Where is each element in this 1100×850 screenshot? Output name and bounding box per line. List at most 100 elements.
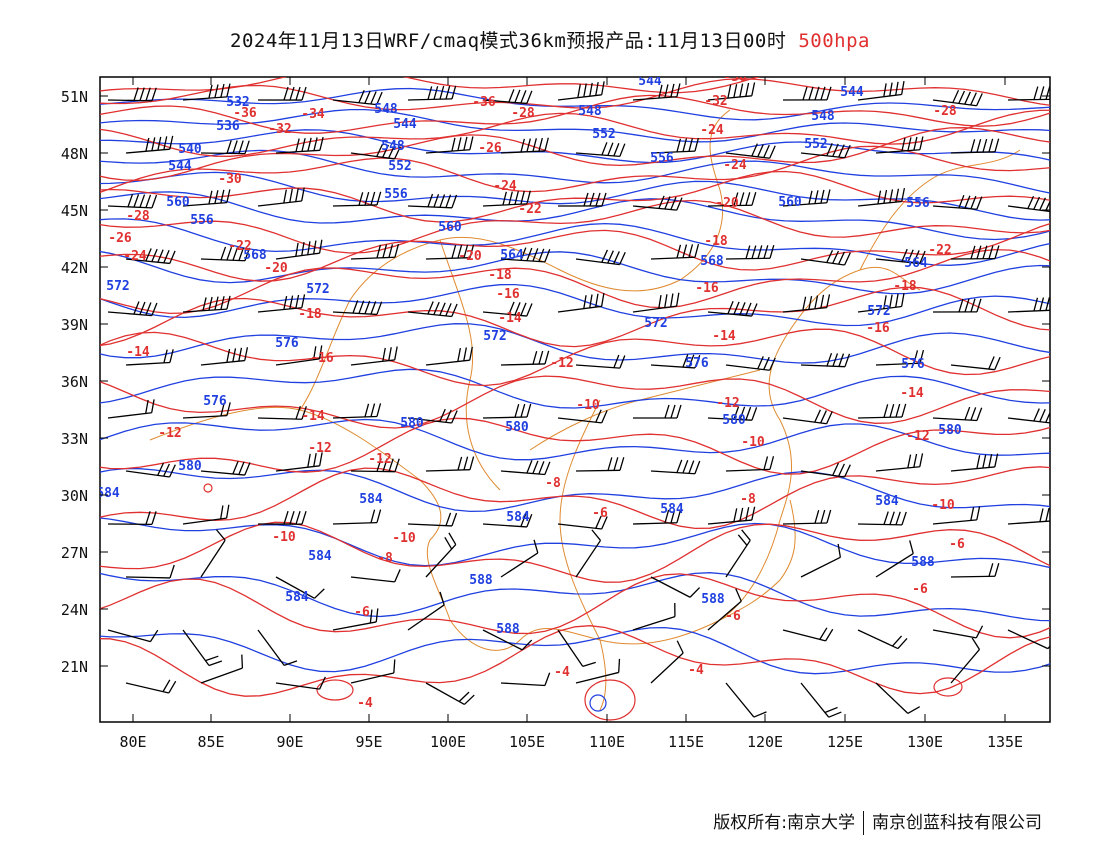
wind-barb [950, 356, 1001, 371]
wind-barb [650, 459, 701, 475]
temperature-label: -20 [458, 249, 482, 264]
height-label: 584 [875, 494, 899, 509]
wind-barb [500, 460, 551, 476]
height-contour [100, 283, 1050, 327]
lat-label: 27N [61, 544, 88, 562]
lon-label: 90E [276, 733, 303, 751]
temperature-label: -6 [725, 609, 741, 624]
wind-barb [575, 457, 625, 472]
wind-barb [125, 349, 174, 366]
wind-barb [632, 292, 680, 313]
closed-contour [203, 483, 213, 493]
wind-barb [950, 453, 999, 472]
closed-contour [584, 679, 636, 721]
temperature-contour [100, 625, 1050, 697]
temperature-label: -4 [357, 696, 373, 711]
wind-barb [107, 193, 158, 209]
wind-barb [182, 83, 231, 101]
height-label: 544 [393, 117, 417, 132]
temperature-label: -12 [550, 356, 573, 371]
temperature-label: -24 [493, 179, 517, 194]
temperature-label: -20 [715, 196, 739, 211]
wind-barb [350, 569, 401, 583]
height-label: 584 [308, 549, 332, 564]
temperature-label: -10 [741, 435, 765, 450]
height-label: 584 [359, 492, 383, 507]
wind-barb [782, 86, 832, 101]
temperature-label: -18 [488, 268, 512, 283]
wind-barb [407, 193, 458, 209]
wind-barb [200, 246, 251, 262]
wind-barb [557, 515, 608, 530]
temperature-contour [100, 375, 1050, 429]
wind-barb [725, 245, 775, 260]
copyright-owner: 版权所有:南京大学 [713, 813, 855, 833]
wind-barb [407, 301, 458, 318]
temperature-label: -28 [126, 209, 150, 224]
temperature-label: -26 [478, 141, 502, 156]
wind-barb [275, 452, 323, 472]
height-label: 580 [400, 416, 424, 431]
wind-barb [932, 89, 983, 107]
wind-barb [107, 87, 157, 102]
wind-barbs [107, 80, 1050, 718]
lat-label: 51N [61, 88, 88, 106]
temperature-label: -12 [368, 452, 391, 467]
wind-barb [725, 456, 775, 472]
height-label: 572 [483, 329, 506, 344]
wind-barb [857, 188, 906, 207]
height-label: 572 [867, 304, 890, 319]
wind-barb [332, 509, 382, 525]
wind-barb [632, 509, 682, 525]
wind-barb [575, 354, 626, 369]
temperature-label: -4 [554, 665, 570, 680]
temperature-contour [100, 145, 1050, 193]
wind-barb [407, 85, 457, 101]
wind-barb [482, 629, 533, 651]
temperature-label: -28 [933, 104, 957, 119]
axis-ticks [100, 77, 1050, 722]
height-label: 588 [911, 555, 935, 570]
height-label: 580 [178, 459, 202, 474]
height-label: 544 [638, 74, 662, 89]
wind-barb [932, 625, 984, 639]
wind-barb [950, 245, 1000, 260]
lat-label: 48N [61, 145, 88, 163]
height-label: 552 [388, 159, 411, 174]
temperature-contour [100, 417, 1050, 475]
temperature-label: -14 [498, 311, 522, 326]
wind-barb [332, 300, 383, 316]
height-label: 544 [840, 85, 864, 100]
height-label: 572 [644, 316, 667, 331]
wind-barb [650, 576, 701, 598]
wind-barb [557, 409, 608, 424]
temperature-label: -16 [496, 287, 520, 302]
lon-label: 105E [509, 733, 545, 751]
wind-barb [275, 239, 323, 260]
wind-barb [350, 143, 401, 160]
wind-barb [557, 629, 596, 667]
wind-barb [407, 591, 445, 631]
height-label: 532 [226, 95, 249, 110]
lon-label: 120E [747, 733, 783, 751]
temperature-label: -8 [545, 476, 561, 491]
wind-barb [800, 462, 851, 478]
height-contour [100, 626, 1050, 675]
wind-barb [425, 682, 475, 706]
lat-label: 21N [61, 658, 88, 676]
title-level: 500hpa [798, 30, 870, 52]
wind-barb [482, 513, 533, 528]
wind-barb [800, 352, 851, 368]
lon-label: 115E [668, 733, 704, 751]
wind-barb [782, 189, 831, 207]
wind-barb [1007, 86, 1050, 101]
temperature-contour [100, 199, 1050, 254]
wind-barb [332, 608, 379, 631]
wind-barb [557, 192, 607, 207]
wind-barb [407, 512, 458, 527]
temperature-label: -14 [712, 329, 736, 344]
wind-barb [500, 350, 550, 366]
wind-barb [782, 509, 832, 525]
wind-barb [182, 295, 231, 313]
wind-barb [857, 80, 905, 101]
